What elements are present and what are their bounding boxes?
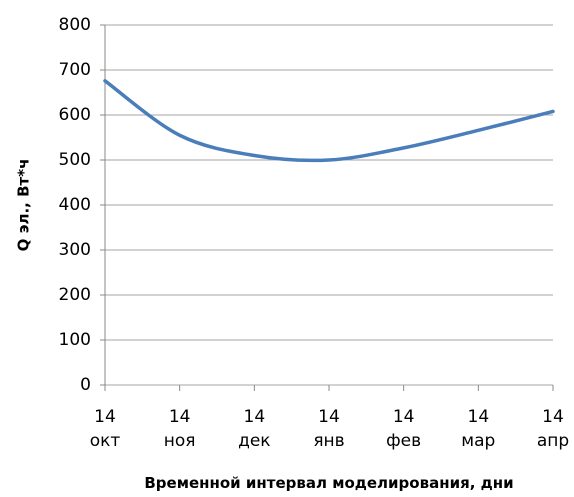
y-tick-label: 600 xyxy=(59,105,91,125)
y-tick-label: 200 xyxy=(59,285,91,305)
y-tick-label: 700 xyxy=(59,60,91,80)
y-tick-label: 800 xyxy=(59,15,91,35)
y-tick-label: 300 xyxy=(59,240,91,260)
y-tick-label: 0 xyxy=(80,375,91,395)
x-tick-label: 14 мар xyxy=(461,407,496,451)
y-axis-title: Q эл., Вт*ч xyxy=(15,159,33,252)
x-tick-label: 14 апр xyxy=(536,407,570,451)
x-tick-label: 14 фев xyxy=(386,407,422,451)
y-tick-label: 500 xyxy=(59,150,91,170)
y-tick-label: 400 xyxy=(59,195,91,215)
x-tick-label: 14 дек xyxy=(238,407,271,451)
x-axis-title: Временной интервал моделирования, дни xyxy=(144,474,514,492)
x-tick-label: 14 ноя xyxy=(163,407,196,451)
data-line xyxy=(103,79,555,163)
x-tick-label: 14 янв xyxy=(313,407,345,451)
x-tick-label: 14 окт xyxy=(89,407,121,451)
y-tick-label: 100 xyxy=(59,330,91,350)
